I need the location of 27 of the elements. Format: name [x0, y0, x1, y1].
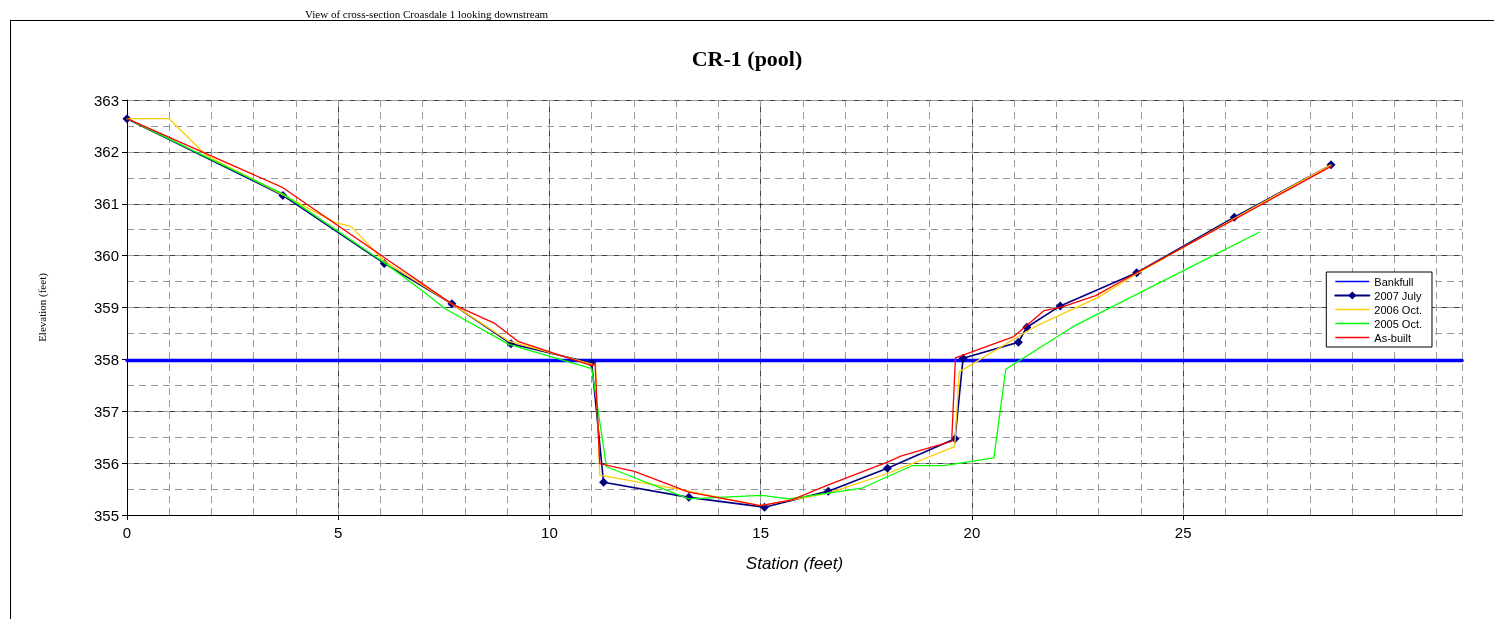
x-tick-label: 5: [334, 524, 343, 541]
x-tick-label: 20: [963, 524, 981, 541]
y-tick-label: 359: [93, 299, 119, 316]
x-tick-label: 15: [752, 524, 770, 541]
y-tick-label: 362: [93, 143, 119, 161]
y-tick-label: 358: [93, 350, 119, 368]
point: [1013, 337, 1023, 347]
y-tick-label: 361: [93, 195, 119, 213]
y-tick-label: 356: [93, 454, 119, 472]
legend-label: As-built: [1374, 331, 1411, 344]
legend-label: 2006 Oct.: [1374, 303, 1423, 316]
chart-title: CR-1 (pool): [691, 45, 803, 71]
y-tick-label: 355: [93, 506, 119, 524]
x-tick-label: 0: [122, 524, 132, 541]
legend-label: 2005 Oct.: [1374, 317, 1423, 330]
point: [882, 463, 892, 473]
x-axis-title: Station (feet): [745, 554, 844, 573]
legend-label: 2007 July: [1374, 289, 1422, 302]
x-tick-label: 25: [1174, 524, 1192, 541]
y-tick-label: 360: [93, 247, 119, 265]
y-axis-title: Elevation (feet): [35, 272, 49, 342]
x-tick-label: 10: [541, 524, 558, 541]
point: [599, 477, 609, 487]
y-tick-label: 363: [93, 91, 119, 109]
text: View of cross-section Croasdale 1 looking downstream: [305, 7, 549, 20]
y-tick-label: 357: [93, 402, 119, 420]
legend-label: Bankfull: [1374, 275, 1414, 288]
